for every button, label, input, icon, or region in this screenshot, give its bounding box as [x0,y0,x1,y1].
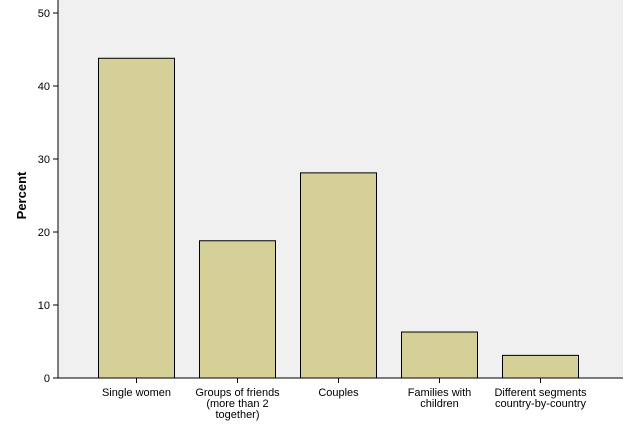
y-tick-label-5: 50 [38,8,50,20]
y-tick-label-0: 0 [44,373,50,385]
bar-1 [199,240,276,379]
y-axis-title: Percent [14,171,29,219]
y-tick-label-1: 10 [38,300,50,312]
x-category-label-4: Different segments country-by-country [494,387,587,410]
bar-4 [502,354,579,379]
bar-0 [98,57,175,379]
x-ticks-group: Single women Groups of friends (more than … [102,378,587,421]
bar-3 [401,331,478,379]
x-category-label-0: Single women [102,387,171,399]
y-tick-label-4: 40 [38,81,50,93]
x-category-label-3: Families with children [408,387,472,410]
bars-group [98,57,579,379]
x-category-label-1: Groups of friends (more than 2 together) [195,387,280,421]
y-tick-label-2: 20 [38,227,50,239]
y-ticks-group: 0 10 20 30 40 50 [38,8,58,385]
bar-2 [300,172,377,379]
y-tick-label-3: 30 [38,154,50,166]
x-category-label-2: Couples [318,387,359,399]
